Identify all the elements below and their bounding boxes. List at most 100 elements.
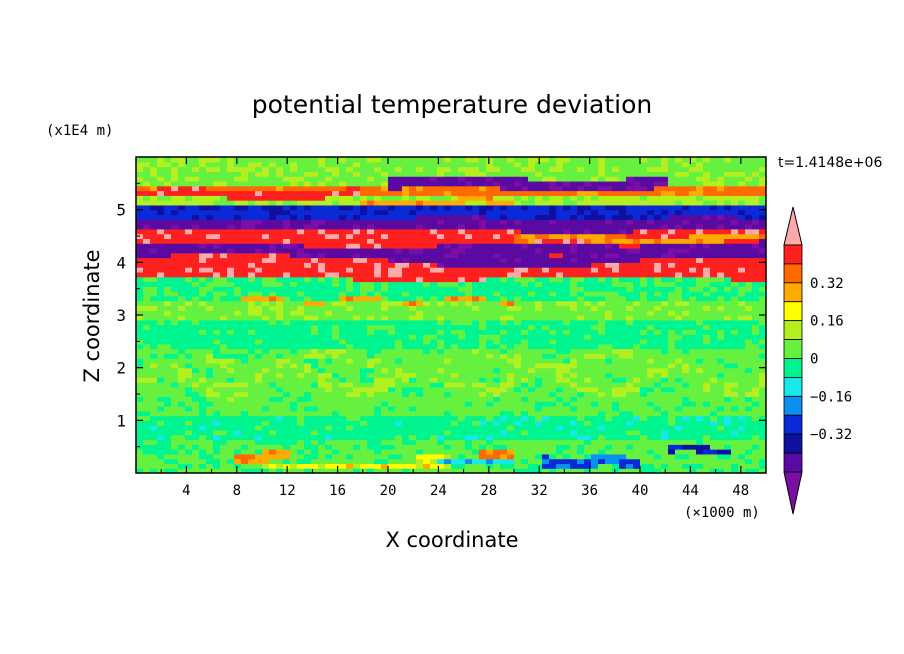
contour-cell (563, 238, 571, 244)
contour-cell (528, 449, 536, 455)
contour-cell (752, 453, 760, 460)
contour-cell (381, 267, 389, 273)
contour-cell (318, 386, 326, 393)
contour-cell (241, 243, 249, 249)
contour-cell (374, 300, 382, 307)
contour-cell (185, 420, 193, 426)
contour-cell (360, 315, 368, 321)
contour-cell (290, 286, 298, 292)
contour-cell (640, 358, 648, 364)
contour-cell (262, 214, 270, 220)
contour-cell (675, 401, 683, 407)
contour-cell (549, 458, 557, 465)
contour-cell (493, 257, 501, 263)
contour-cell (381, 247, 389, 254)
contour-cell (227, 247, 235, 254)
contour-cell (598, 367, 606, 374)
contour-cell (486, 334, 494, 340)
contour-cell (157, 410, 165, 417)
contour-cell (157, 252, 165, 259)
contour-cell (430, 463, 438, 469)
contour-cell (717, 243, 725, 249)
contour-cell (227, 262, 235, 268)
contour-cell (668, 252, 676, 259)
contour-cell (626, 224, 634, 230)
contour-cell (668, 238, 676, 244)
contour-cell (402, 458, 410, 465)
contour-cell (556, 262, 564, 268)
contour-cell (521, 247, 529, 254)
contour-cell (591, 233, 599, 239)
contour-cell (171, 271, 179, 278)
contour-cell (409, 233, 417, 239)
contour-cell (570, 228, 578, 235)
contour-cell (752, 224, 760, 230)
contour-cell (276, 377, 284, 383)
contour-cell (745, 429, 753, 436)
contour-cell (346, 410, 354, 417)
contour-cell (395, 281, 403, 287)
contour-cell (514, 295, 522, 302)
contour-cell (451, 425, 459, 431)
contour-cell (269, 262, 277, 268)
contour-cell (276, 358, 284, 364)
contour-cell (164, 468, 172, 473)
contour-cell (192, 300, 200, 307)
contour-cell (717, 401, 725, 407)
contour-cell (577, 367, 585, 374)
contour-cell (262, 243, 270, 249)
contour-cell (199, 453, 207, 460)
contour-cell (591, 348, 599, 354)
contour-cell (654, 329, 662, 335)
contour-cell (318, 458, 326, 465)
contour-cell (360, 228, 368, 235)
contour-cell (388, 224, 396, 230)
contour-cell (353, 458, 361, 465)
contour-cell (255, 353, 263, 359)
contour-cell (213, 243, 221, 249)
contour-cell (234, 204, 242, 211)
contour-cell (521, 329, 529, 335)
contour-cell (276, 434, 284, 441)
contour-cell (556, 209, 564, 216)
contour-cell (234, 319, 242, 326)
contour-cell (521, 224, 529, 230)
contour-cell (598, 228, 606, 235)
contour-cell (556, 238, 564, 244)
contour-cell (507, 372, 515, 378)
contour-cell (591, 377, 599, 383)
contour-cell (346, 362, 354, 369)
contour-cell (346, 358, 354, 364)
contour-cell (521, 214, 529, 220)
contour-cell (416, 458, 424, 465)
contour-cell (416, 324, 424, 330)
contour-cell (675, 233, 683, 239)
contour-cell (157, 243, 165, 249)
contour-cell (535, 334, 543, 340)
contour-cell (234, 224, 242, 230)
contour-cell (703, 377, 711, 383)
contour-cell (304, 219, 312, 225)
contour-cell (507, 358, 515, 364)
contour-cell (304, 329, 312, 335)
contour-cell (486, 281, 494, 287)
contour-cell (325, 305, 333, 311)
contour-cell (150, 348, 158, 354)
contour-cell (647, 214, 655, 220)
contour-cell (171, 358, 179, 364)
contour-cell (535, 348, 543, 354)
contour-cell (717, 367, 725, 374)
contour-cell (647, 425, 655, 431)
contour-cell (584, 434, 592, 441)
contour-cell (227, 204, 235, 211)
contour-cell (423, 228, 431, 235)
contour-cell (731, 458, 739, 465)
contour-cell (353, 420, 361, 426)
contour-cell (416, 329, 424, 335)
contour-cell (374, 291, 382, 297)
contour-cell (311, 425, 319, 431)
contour-cell (374, 353, 382, 359)
contour-cell (290, 405, 298, 412)
contour-cell (437, 243, 445, 249)
contour-cell (276, 267, 284, 273)
